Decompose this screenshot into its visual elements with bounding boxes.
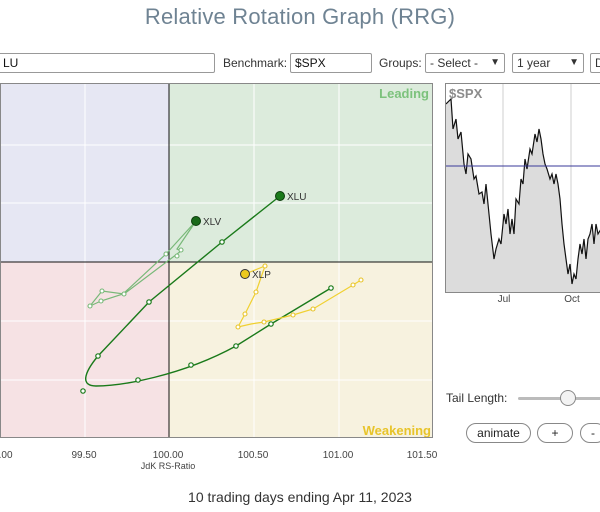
tail-length-slider-track[interactable] [518, 397, 600, 400]
tail-length-label: Tail Length: [446, 391, 508, 405]
price-x-label: Oct [564, 294, 580, 305]
rrg-plot: Leading Weakening XLU XLV XLP [1, 84, 432, 438]
groups-select-value: - Select - [430, 56, 479, 70]
xlu-tail [85, 195, 332, 387]
xlu-label: XLU [287, 192, 306, 203]
x-tick: 101.00 [322, 450, 354, 461]
xlv-label: XLV [203, 217, 221, 228]
groups-select[interactable]: - Select - ▼ [425, 53, 505, 73]
leading-label: Leading [379, 86, 429, 101]
frequency-select[interactable]: D [590, 53, 600, 73]
xlu-tail-points [80, 239, 334, 394]
price-x-label: Jul [497, 294, 511, 305]
symbols-input[interactable]: LU [0, 53, 215, 73]
price-chart: $SPX [446, 84, 600, 292]
x-axis-label: JdK RS-Ratio [140, 461, 196, 471]
frequency-select-value: D [595, 56, 600, 70]
price-line [446, 97, 600, 285]
x-tick: 99.50 [71, 450, 97, 461]
x-tick: 100.50 [237, 450, 269, 461]
tail-length-slider-handle[interactable] [560, 390, 576, 406]
xlv-tail-points [87, 247, 184, 309]
date-range-footer: 10 trading days ending Apr 11, 2023 [188, 489, 412, 505]
xlp-head-marker[interactable] [240, 269, 250, 279]
xlv-head-marker[interactable] [191, 216, 201, 226]
animate-button[interactable]: animate [466, 423, 531, 443]
weakening-label: Weakening [363, 423, 431, 438]
weakening-quadrant [169, 262, 432, 437]
decrease-button[interactable]: - [580, 423, 600, 443]
xlp-label: XLP [252, 270, 271, 281]
chevron-down-icon: ▼ [569, 57, 579, 68]
xlp-tail-points [235, 263, 364, 330]
price-symbol-label: $SPX [449, 86, 483, 101]
x-tick: 100.00 [152, 450, 184, 461]
xlp-tail [236, 264, 362, 328]
page-title: Relative Rotation Graph (RRG) [144, 4, 456, 29]
leading-quadrant [169, 84, 432, 262]
increase-button[interactable]: + [537, 423, 573, 443]
benchmark-label: Benchmark: [223, 56, 288, 70]
xlu-head-marker[interactable] [275, 191, 285, 201]
period-select[interactable]: 1 year ▼ [512, 53, 584, 73]
benchmark-input[interactable]: $SPX [290, 53, 372, 73]
chevron-down-icon: ▼ [490, 57, 500, 68]
rrg-chart[interactable]: Leading Weakening XLU XLV XLP [0, 83, 433, 438]
period-select-value: 1 year [517, 56, 551, 70]
x-tick: 99.00 [0, 450, 13, 461]
price-panel[interactable]: $SPX [445, 83, 600, 293]
price-area [446, 99, 600, 292]
x-tick: 101.50 [406, 450, 438, 461]
groups-label: Groups: [379, 56, 422, 70]
